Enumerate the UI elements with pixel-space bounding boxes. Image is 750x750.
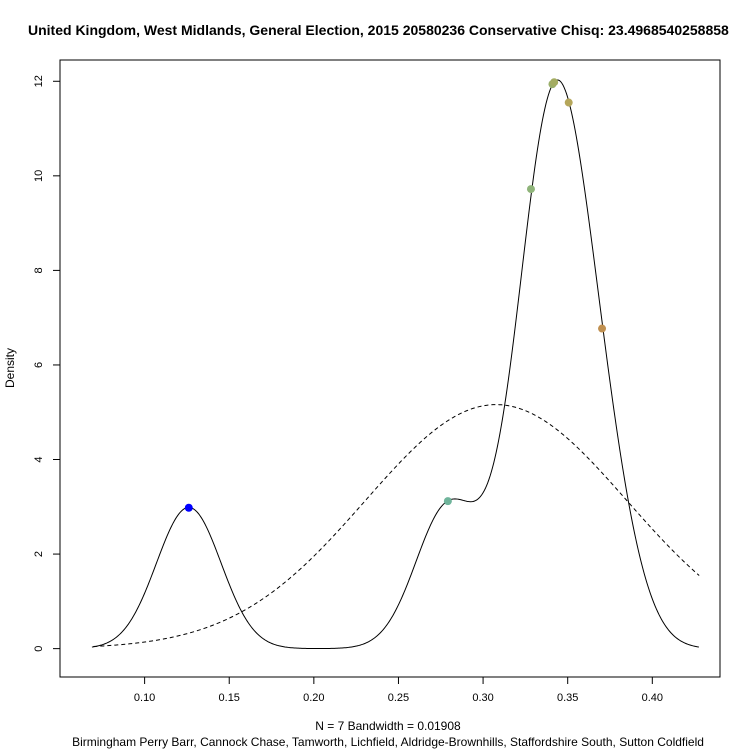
kernel-density-curve xyxy=(91,79,699,650)
plot-frame xyxy=(59,59,721,678)
y-tick-label: 10 xyxy=(33,170,45,182)
normal-fit-curve xyxy=(93,404,700,647)
x-tick-label: 0.10 xyxy=(134,692,155,704)
y-tick-label: 6 xyxy=(33,362,45,368)
x-tick-label: 0.30 xyxy=(472,692,493,704)
x-tick-label: 0.40 xyxy=(642,692,663,704)
y-tick-label: 4 xyxy=(33,456,45,462)
x-axis-label: N = 7 Bandwidth = 0.01908 xyxy=(315,719,461,733)
chart-title: United Kingdom, West Midlands, General E… xyxy=(28,22,729,38)
y-tick-label: 2 xyxy=(33,551,45,557)
data-point xyxy=(443,497,452,506)
x-tick-label: 0.15 xyxy=(219,692,240,704)
data-point xyxy=(526,185,535,194)
data-point xyxy=(598,324,607,333)
data-point xyxy=(550,78,559,87)
x-tick-label: 0.25 xyxy=(388,692,409,704)
x-axis-sublabel: Birmingham Perry Barr, Cannock Chase, Ta… xyxy=(72,735,704,749)
data-point xyxy=(564,98,573,107)
y-tick-label: 8 xyxy=(33,267,45,273)
y-tick-label: 0 xyxy=(33,646,45,652)
data-point xyxy=(184,503,193,512)
y-axis-label: Density xyxy=(3,348,17,388)
y-tick-label: 12 xyxy=(33,75,45,87)
data-points xyxy=(184,78,607,512)
x-axis: 0.10 0.15 0.20 0.25 0.30 0.35 0.40 xyxy=(134,677,663,704)
y-axis: 0 2 4 6 8 10 12 xyxy=(33,75,60,652)
x-tick-label: 0.20 xyxy=(303,692,324,704)
x-tick-label: 0.35 xyxy=(557,692,578,704)
